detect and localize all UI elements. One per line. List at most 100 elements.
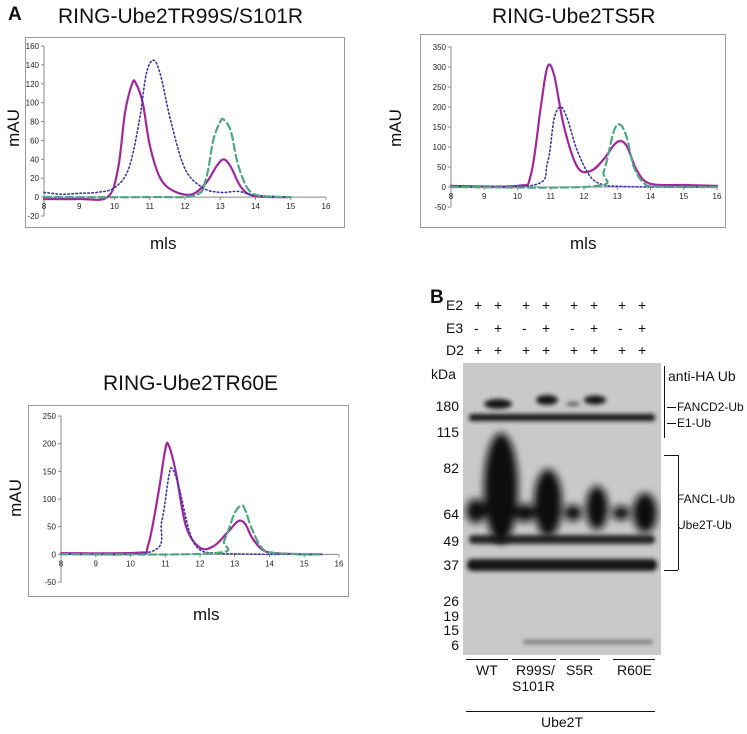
sign-d2-lane-4: + [542, 342, 551, 358]
group-label-r60e: R60E [617, 662, 653, 678]
chart-2-plot-area: -50 0 50 100 150 200 250 300 350 8 9 10 11 12 13 14 15 16 [420, 34, 726, 228]
e1-ub-tick [667, 423, 676, 424]
kda-label: kDa [431, 366, 456, 382]
chart-3-ytick-label: 50 [47, 523, 56, 532]
chart-1-ytick-label: 120 [26, 80, 40, 89]
group-label-r99s-line1: R99S/ [516, 662, 555, 678]
sign-e2-lane-2: + [494, 297, 503, 313]
chart-3-ytick-label: -50 [44, 578, 56, 587]
marker-19: 19 [443, 608, 459, 624]
chart-1-xtick-label: 10 [110, 202, 119, 211]
chart-2-xtick-label: 11 [547, 192, 556, 201]
chart-1-ytick-label: 80 [30, 118, 39, 127]
chart-3-xtick-label: 13 [230, 559, 239, 568]
fancd2-ub-tick [667, 407, 676, 408]
group-label-r99s-line2: S101R [512, 678, 555, 694]
bracket-bottom [664, 570, 678, 571]
chart-1-xtick-label: 8 [42, 202, 47, 211]
fancd2-ub-label: FANCD2-Ub [677, 400, 744, 414]
chart-2-xtick-label: 10 [513, 192, 522, 201]
sign-e3-lane-8: + [638, 320, 647, 336]
chart-1-xlabel: mls [150, 234, 177, 253]
sign-e2-lane-5: + [570, 297, 579, 313]
sign-d2-lane-5: + [570, 342, 579, 358]
chart-2-ytick-label: 200 [433, 103, 447, 112]
group-label-s5r: S5R [566, 662, 594, 678]
marker-115: 115 [436, 424, 459, 440]
chart-2-ytick-label: -50 [434, 203, 446, 212]
group-line-r60e [613, 659, 655, 660]
row-label-e3: E3 [446, 320, 464, 336]
chart-3-ytick-label: 100 [43, 495, 57, 504]
chart-2-xtick-label: 15 [679, 192, 688, 201]
chart-3-series-dashed-line [59, 504, 323, 556]
sign-e2-lane-1: + [474, 297, 483, 313]
sign-e3-lane-5: - [570, 320, 575, 336]
chart-2-svg: -50 0 50 100 150 200 250 300 350 8 9 10 11 12 13 14 15 16 [433, 43, 722, 212]
panel-label-a: A [8, 4, 22, 25]
chart-1-ytick-label: 40 [30, 155, 39, 164]
ube2t-ub-label: Ube2T-Ub [677, 518, 732, 532]
sign-e3-lane-6: + [590, 320, 599, 336]
chart-2-title: RING-Ube2TS5R [492, 5, 656, 28]
chart-1-ytick-label: 140 [26, 61, 40, 70]
chart-2-xtick-label: 14 [646, 192, 655, 201]
chart-2-xtick-label: 16 [713, 192, 722, 201]
sign-e2-lane-8: + [638, 297, 647, 313]
chart-2-ytick-label: 0 [442, 183, 447, 192]
chart-1-xtick-label: 12 [181, 202, 190, 211]
sign-e3-lane-2: + [494, 320, 503, 336]
marker-26: 26 [443, 593, 459, 609]
chart-1-series-solid-line [42, 79, 292, 201]
chart-1-xtick-label: 15 [286, 202, 295, 211]
chart-3-title: RING-Ube2TR60E [103, 372, 279, 395]
ube2t-label: Ube2T [541, 714, 584, 730]
chart-3-ytick-label: 200 [43, 440, 57, 449]
panel-label-b: B [430, 287, 444, 308]
group-line-s5r [560, 659, 600, 660]
group-line-r99s [512, 659, 556, 660]
chart-1-xtick-label: 16 [322, 202, 331, 211]
chart-3-xtick-label: 14 [265, 559, 274, 568]
antibody-bracket-line [664, 366, 665, 438]
chart-3-ylabel: mAU [6, 479, 25, 517]
bracket-top [664, 455, 678, 456]
marker-6: 6 [451, 637, 459, 653]
marker-82: 82 [443, 460, 459, 476]
sign-e2-lane-4: + [542, 297, 551, 313]
marker-15: 15 [443, 622, 459, 638]
ube2t-underline [466, 711, 655, 712]
chart-3-xtick-label: 10 [126, 559, 135, 568]
sign-e3-lane-1: - [474, 320, 479, 336]
sign-d2-lane-7: + [618, 342, 627, 358]
sign-d2-lane-8: + [638, 342, 647, 358]
chart-2-ytick-label: 100 [433, 143, 447, 152]
chart-2-ytick-label: 150 [433, 123, 447, 132]
row-label-e2: E2 [446, 297, 464, 313]
chart-2-ytick-label: 350 [433, 43, 447, 52]
chart-1-ytick-label: 0 [35, 193, 40, 202]
sign-d2-lane-6: + [590, 342, 599, 358]
chart-3-xtick-label: 12 [196, 559, 205, 568]
chart-1-series-dotted-line [43, 59, 292, 198]
chart-2-xtick-label: 8 [449, 192, 454, 201]
chart-1-xtick-label: 11 [146, 202, 155, 211]
chart-3-series-dotted-line [60, 467, 323, 556]
chart-2-series-solid-line [449, 63, 719, 188]
chart-1-ylabel: mAU [4, 109, 23, 147]
marker-49: 49 [443, 533, 459, 549]
chart-1-xtick-label: 9 [77, 202, 82, 211]
sign-d2-lane-1: + [474, 342, 483, 358]
chart-1-svg: -20 0 20 40 60 80 100 120 140 160 8 9 10 11 12 13 14 15 16 [26, 42, 331, 221]
chart-3-plot-area: -50 0 50 100 150 200 250 8 9 10 11 12 13 14 15 16 [28, 405, 349, 597]
chart-1-ytick-label: 160 [26, 42, 40, 51]
chart-1-xtick-label: 13 [216, 202, 225, 211]
chart-2-ytick-label: 250 [433, 83, 447, 92]
chart-1-series-dashed-line [42, 117, 292, 199]
chart-3-ytick-label: 150 [43, 467, 57, 476]
chart-3-ytick-label: 0 [52, 550, 57, 559]
sign-d2-lane-3: + [522, 342, 531, 358]
chart-1-ytick-label: 60 [30, 136, 39, 145]
sign-e2-lane-3: + [522, 297, 531, 313]
chart-2-xlabel: mls [570, 234, 597, 253]
